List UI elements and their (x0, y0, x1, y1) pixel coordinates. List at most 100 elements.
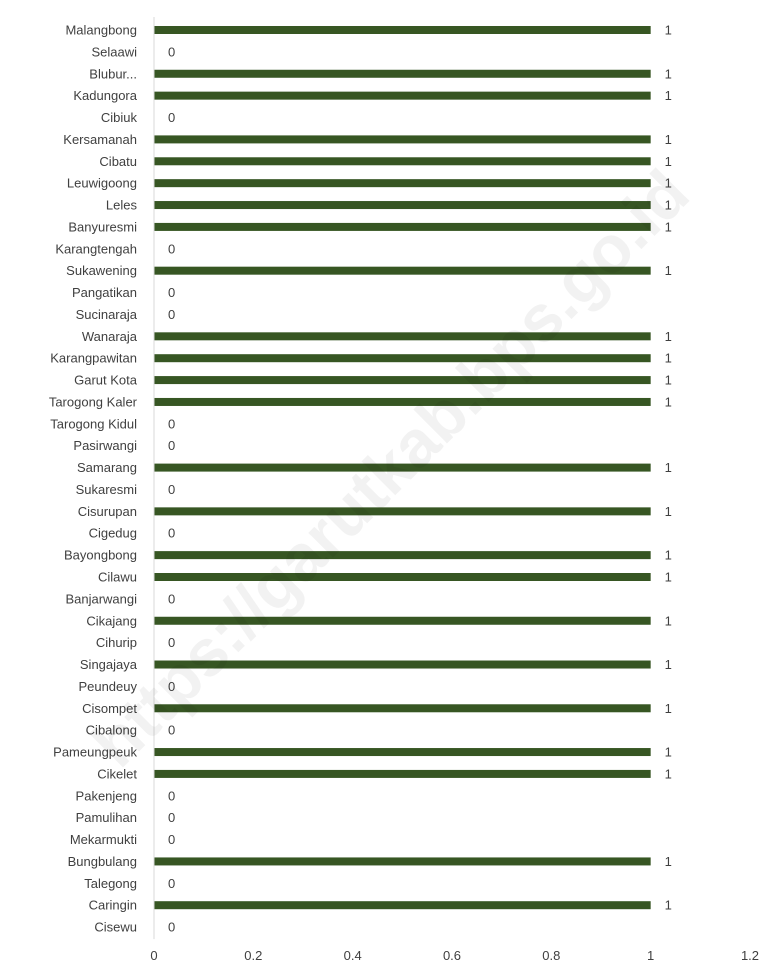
bar (154, 157, 651, 166)
category-label: Kadungora (73, 88, 137, 103)
category-label: Cibalong (86, 723, 137, 738)
x-tick-label: 0.6 (443, 948, 461, 963)
data-label: 1 (665, 854, 672, 869)
bar (154, 660, 651, 669)
data-label: 1 (665, 176, 672, 191)
category-label: Leuwigoong (67, 176, 137, 191)
category-label: Garut Kota (74, 373, 138, 388)
data-label: 0 (168, 723, 175, 738)
category-label: Pangatikan (72, 285, 137, 300)
data-label: 1 (665, 329, 672, 344)
category-label: Sukawening (66, 263, 137, 278)
category-label: Cihurip (96, 635, 137, 650)
category-label: Cisewu (94, 920, 137, 935)
category-label: Samarang (77, 460, 137, 475)
data-label: 1 (665, 548, 672, 563)
bar (154, 704, 651, 713)
category-label: Wanaraja (82, 329, 138, 344)
category-label: Karangtengah (55, 241, 137, 256)
category-label: Bungbulang (68, 854, 137, 869)
category-label: Caringin (89, 898, 137, 913)
bar (154, 354, 651, 363)
bar (154, 769, 651, 778)
data-label: 0 (168, 110, 175, 125)
category-label: Pamulihan (76, 810, 137, 825)
category-label: Cisurupan (78, 504, 137, 519)
category-label: Blubur... (89, 66, 137, 81)
category-label: Kersamanah (63, 132, 137, 147)
bar (154, 26, 651, 34)
category-label: Cikajang (86, 613, 137, 628)
bar (154, 266, 651, 275)
data-label: 1 (665, 88, 672, 103)
data-label: 0 (168, 788, 175, 803)
data-label: 1 (665, 898, 672, 913)
data-label: 1 (665, 570, 672, 585)
data-label: 0 (168, 285, 175, 300)
category-label: Pameungpeuk (53, 745, 137, 760)
category-label: Sukaresmi (76, 482, 138, 497)
data-label: 1 (665, 701, 672, 716)
category-label: Cisompet (82, 701, 137, 716)
bar (154, 857, 651, 866)
data-label: 0 (168, 44, 175, 59)
category-label: Cilawu (98, 570, 137, 585)
data-label: 1 (665, 613, 672, 628)
bar (154, 748, 651, 757)
category-label: Cigedug (89, 526, 137, 541)
data-label: 1 (665, 766, 672, 781)
category-label: Leles (106, 198, 138, 213)
data-label: 1 (665, 132, 672, 147)
x-tick-label: 1 (647, 948, 654, 963)
category-labels: Malangbong Selaawi Blubur... Kadungora Cibiu… (49, 23, 138, 935)
bar (154, 551, 651, 560)
data-label: 1 (665, 351, 672, 366)
category-label: Selaawi (91, 44, 137, 59)
x-axis-tick-labels: 0 0.2 0.4 0.6 0.8 1 1.2 (150, 948, 759, 963)
category-label: Pasirwangi (73, 438, 137, 453)
bars-group (154, 26, 651, 910)
data-label: 0 (168, 526, 175, 541)
bar (154, 135, 651, 144)
bar (154, 222, 651, 231)
x-tick-label: 0.8 (542, 948, 560, 963)
data-label: 0 (168, 241, 175, 256)
data-label: 1 (665, 745, 672, 760)
bar (154, 901, 651, 910)
data-label: 0 (168, 920, 175, 935)
category-label: Cibatu (99, 154, 137, 169)
bar (154, 463, 651, 472)
data-label: 0 (168, 438, 175, 453)
bar (154, 616, 651, 625)
data-label: 1 (665, 198, 672, 213)
bar (154, 376, 651, 385)
category-label: Pakenjeng (76, 788, 137, 803)
data-label: 0 (168, 635, 175, 650)
data-label: 0 (168, 416, 175, 431)
category-label: Malangbong (65, 23, 137, 38)
category-label: Singajaya (80, 657, 138, 672)
category-label: Mekarmukti (70, 832, 137, 847)
data-label: 0 (168, 307, 175, 322)
x-tick-label: 0.4 (344, 948, 362, 963)
data-label: 0 (168, 482, 175, 497)
data-label: 1 (665, 219, 672, 234)
data-label: 1 (665, 657, 672, 672)
bar (154, 397, 651, 406)
data-labels: 1 0 1 1 0 1 1 1 1 1 0 1 0 0 1 1 1 1 0 0 1 0 1 0 1 1 0 1 0 1 0 1 0 1 1 0 0 0 1 0… (168, 23, 672, 935)
bar (154, 332, 651, 341)
bar (154, 179, 651, 188)
bar (154, 507, 651, 516)
x-tick-label: 1.2 (741, 948, 759, 963)
data-label: 1 (665, 373, 672, 388)
data-label: 1 (665, 154, 672, 169)
category-label: Talegong (84, 876, 137, 891)
data-label: 1 (665, 504, 672, 519)
data-label: 1 (665, 394, 672, 409)
category-label: Sucinaraja (76, 307, 138, 322)
category-label: Bayongbong (64, 548, 137, 563)
bar (154, 91, 651, 100)
x-tick-label: 0.2 (244, 948, 262, 963)
bar (154, 69, 651, 78)
